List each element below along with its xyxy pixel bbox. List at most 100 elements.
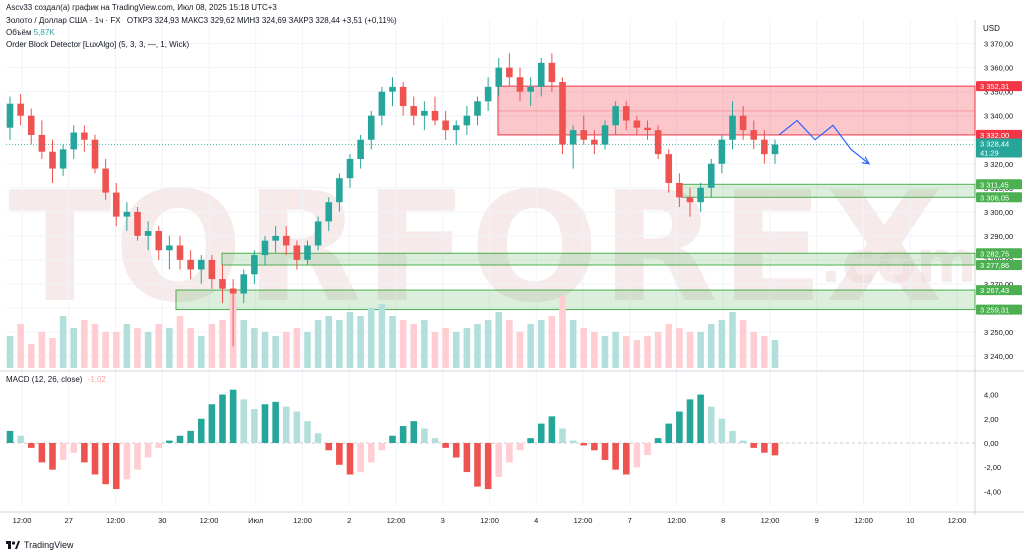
price-label-box xyxy=(976,138,1022,158)
volume-bar xyxy=(38,332,46,368)
candle-body xyxy=(38,134,46,152)
macd-bar xyxy=(27,443,35,448)
macd-bar xyxy=(729,430,736,443)
macd-bar xyxy=(123,443,131,480)
tradingview-logo-icon xyxy=(6,541,20,549)
volume-bar xyxy=(6,336,14,368)
price-label-box xyxy=(976,248,1022,259)
macd-bar xyxy=(654,438,662,443)
macd-bar xyxy=(771,443,779,456)
candle-body xyxy=(442,120,449,131)
candle-body xyxy=(336,178,343,203)
macd-bar xyxy=(601,443,609,460)
volume-bar xyxy=(144,332,152,368)
y-tick-label: 3 340,00 xyxy=(984,112,1013,121)
macd-bar xyxy=(463,443,471,473)
candle-body xyxy=(367,115,375,140)
volume-bar xyxy=(633,340,641,368)
candle-body xyxy=(548,62,556,83)
macd-bar xyxy=(452,443,460,458)
volume-bar xyxy=(761,336,768,368)
macd-tick-label: 2,00 xyxy=(984,415,999,424)
volume-bar xyxy=(474,324,481,368)
volume-bar xyxy=(771,340,779,368)
symbol-title[interactable]: Золото / Доллар США · 1ч · FX xyxy=(6,16,121,25)
watermark-suffix: .com xyxy=(820,228,977,296)
candle-body xyxy=(17,103,24,116)
candle-body xyxy=(314,221,322,246)
x-tick-label: 12:00 xyxy=(948,516,967,525)
macd-bar xyxy=(166,440,173,443)
volume-bar xyxy=(208,324,216,368)
candle-body xyxy=(346,158,354,179)
volume-bar xyxy=(750,332,758,368)
macd-bar xyxy=(410,421,418,443)
macd-bar xyxy=(495,443,503,477)
macd-bar xyxy=(304,421,311,443)
tradingview-brand[interactable]: TradingView xyxy=(6,540,74,550)
ohlc-values: ОТКР3 324,93 МАКС3 329,62 МИН3 324,69 ЗА… xyxy=(126,16,397,25)
volume-bar xyxy=(569,320,577,368)
macd-bar xyxy=(633,443,641,468)
candle-body xyxy=(272,235,279,241)
volume-bar xyxy=(166,328,173,368)
volume-bar xyxy=(112,332,120,368)
candle-body xyxy=(123,211,131,217)
x-tick-label: 8 xyxy=(721,516,725,525)
macd-tick-label: 0,00 xyxy=(984,439,999,448)
macd-pane-label[interactable]: MACD (12, 26, close) -1,02 xyxy=(6,375,106,384)
x-tick-label: 27 xyxy=(65,516,73,525)
x-tick-label: 4 xyxy=(534,516,538,525)
candle-body xyxy=(431,110,439,121)
volume-bar xyxy=(591,332,598,368)
volume-bar xyxy=(336,320,343,368)
price-label-box xyxy=(976,304,1022,315)
macd-bar xyxy=(559,428,566,443)
volume-bar xyxy=(59,316,67,368)
macd-bar xyxy=(431,438,439,443)
x-tick-label: 7 xyxy=(628,516,632,525)
y-tick-label: 3 250,00 xyxy=(984,328,1013,337)
y-tick-label: 3 270,00 xyxy=(984,280,1013,289)
indicator-label[interactable]: Order Block Detector [LuxAlgo] (5, 3, 3,… xyxy=(6,40,190,49)
volume-bar xyxy=(548,316,556,368)
x-tick-label: 9 xyxy=(815,516,819,525)
candle-body xyxy=(452,125,460,131)
macd-bar xyxy=(81,443,88,463)
candle-body xyxy=(516,77,524,92)
volume-bar xyxy=(580,328,588,368)
volume-bar xyxy=(537,320,545,368)
volume-bar xyxy=(697,332,704,368)
volume-bar xyxy=(410,324,418,368)
macd-bar xyxy=(399,426,407,443)
candle-body xyxy=(293,245,301,260)
macd-bar xyxy=(134,443,141,470)
y-tick-label: 3 350,00 xyxy=(984,88,1013,97)
volume-bar xyxy=(17,324,24,368)
volume-bar xyxy=(123,324,131,368)
price-label-text: 3 328,44 xyxy=(980,139,1009,148)
candle-body xyxy=(654,130,662,155)
macd-value: -1,02 xyxy=(87,375,106,384)
price-label-text: 3 332,00 xyxy=(980,131,1009,140)
y-tick-label: 3 290,00 xyxy=(984,232,1013,241)
macd-bar xyxy=(229,389,237,443)
macd-bar xyxy=(739,440,747,443)
macd-bar xyxy=(208,404,216,443)
volume-bar xyxy=(176,316,184,368)
forecast-arrowhead xyxy=(861,156,871,165)
macd-bar xyxy=(336,443,343,465)
candle-body xyxy=(176,245,184,260)
volume-bar xyxy=(676,328,683,368)
volume-bar xyxy=(27,344,35,368)
macd-bar xyxy=(442,443,449,448)
macd-bar xyxy=(612,443,619,470)
volume-label: Объём xyxy=(6,28,32,37)
candle-body xyxy=(59,149,67,169)
x-tick-label: 12:00 xyxy=(200,516,219,525)
demand-zone xyxy=(221,252,976,266)
volume-bar xyxy=(463,328,471,368)
currency-label[interactable]: USD xyxy=(983,24,1000,33)
candle-body xyxy=(537,62,545,87)
candle-body xyxy=(495,67,503,87)
